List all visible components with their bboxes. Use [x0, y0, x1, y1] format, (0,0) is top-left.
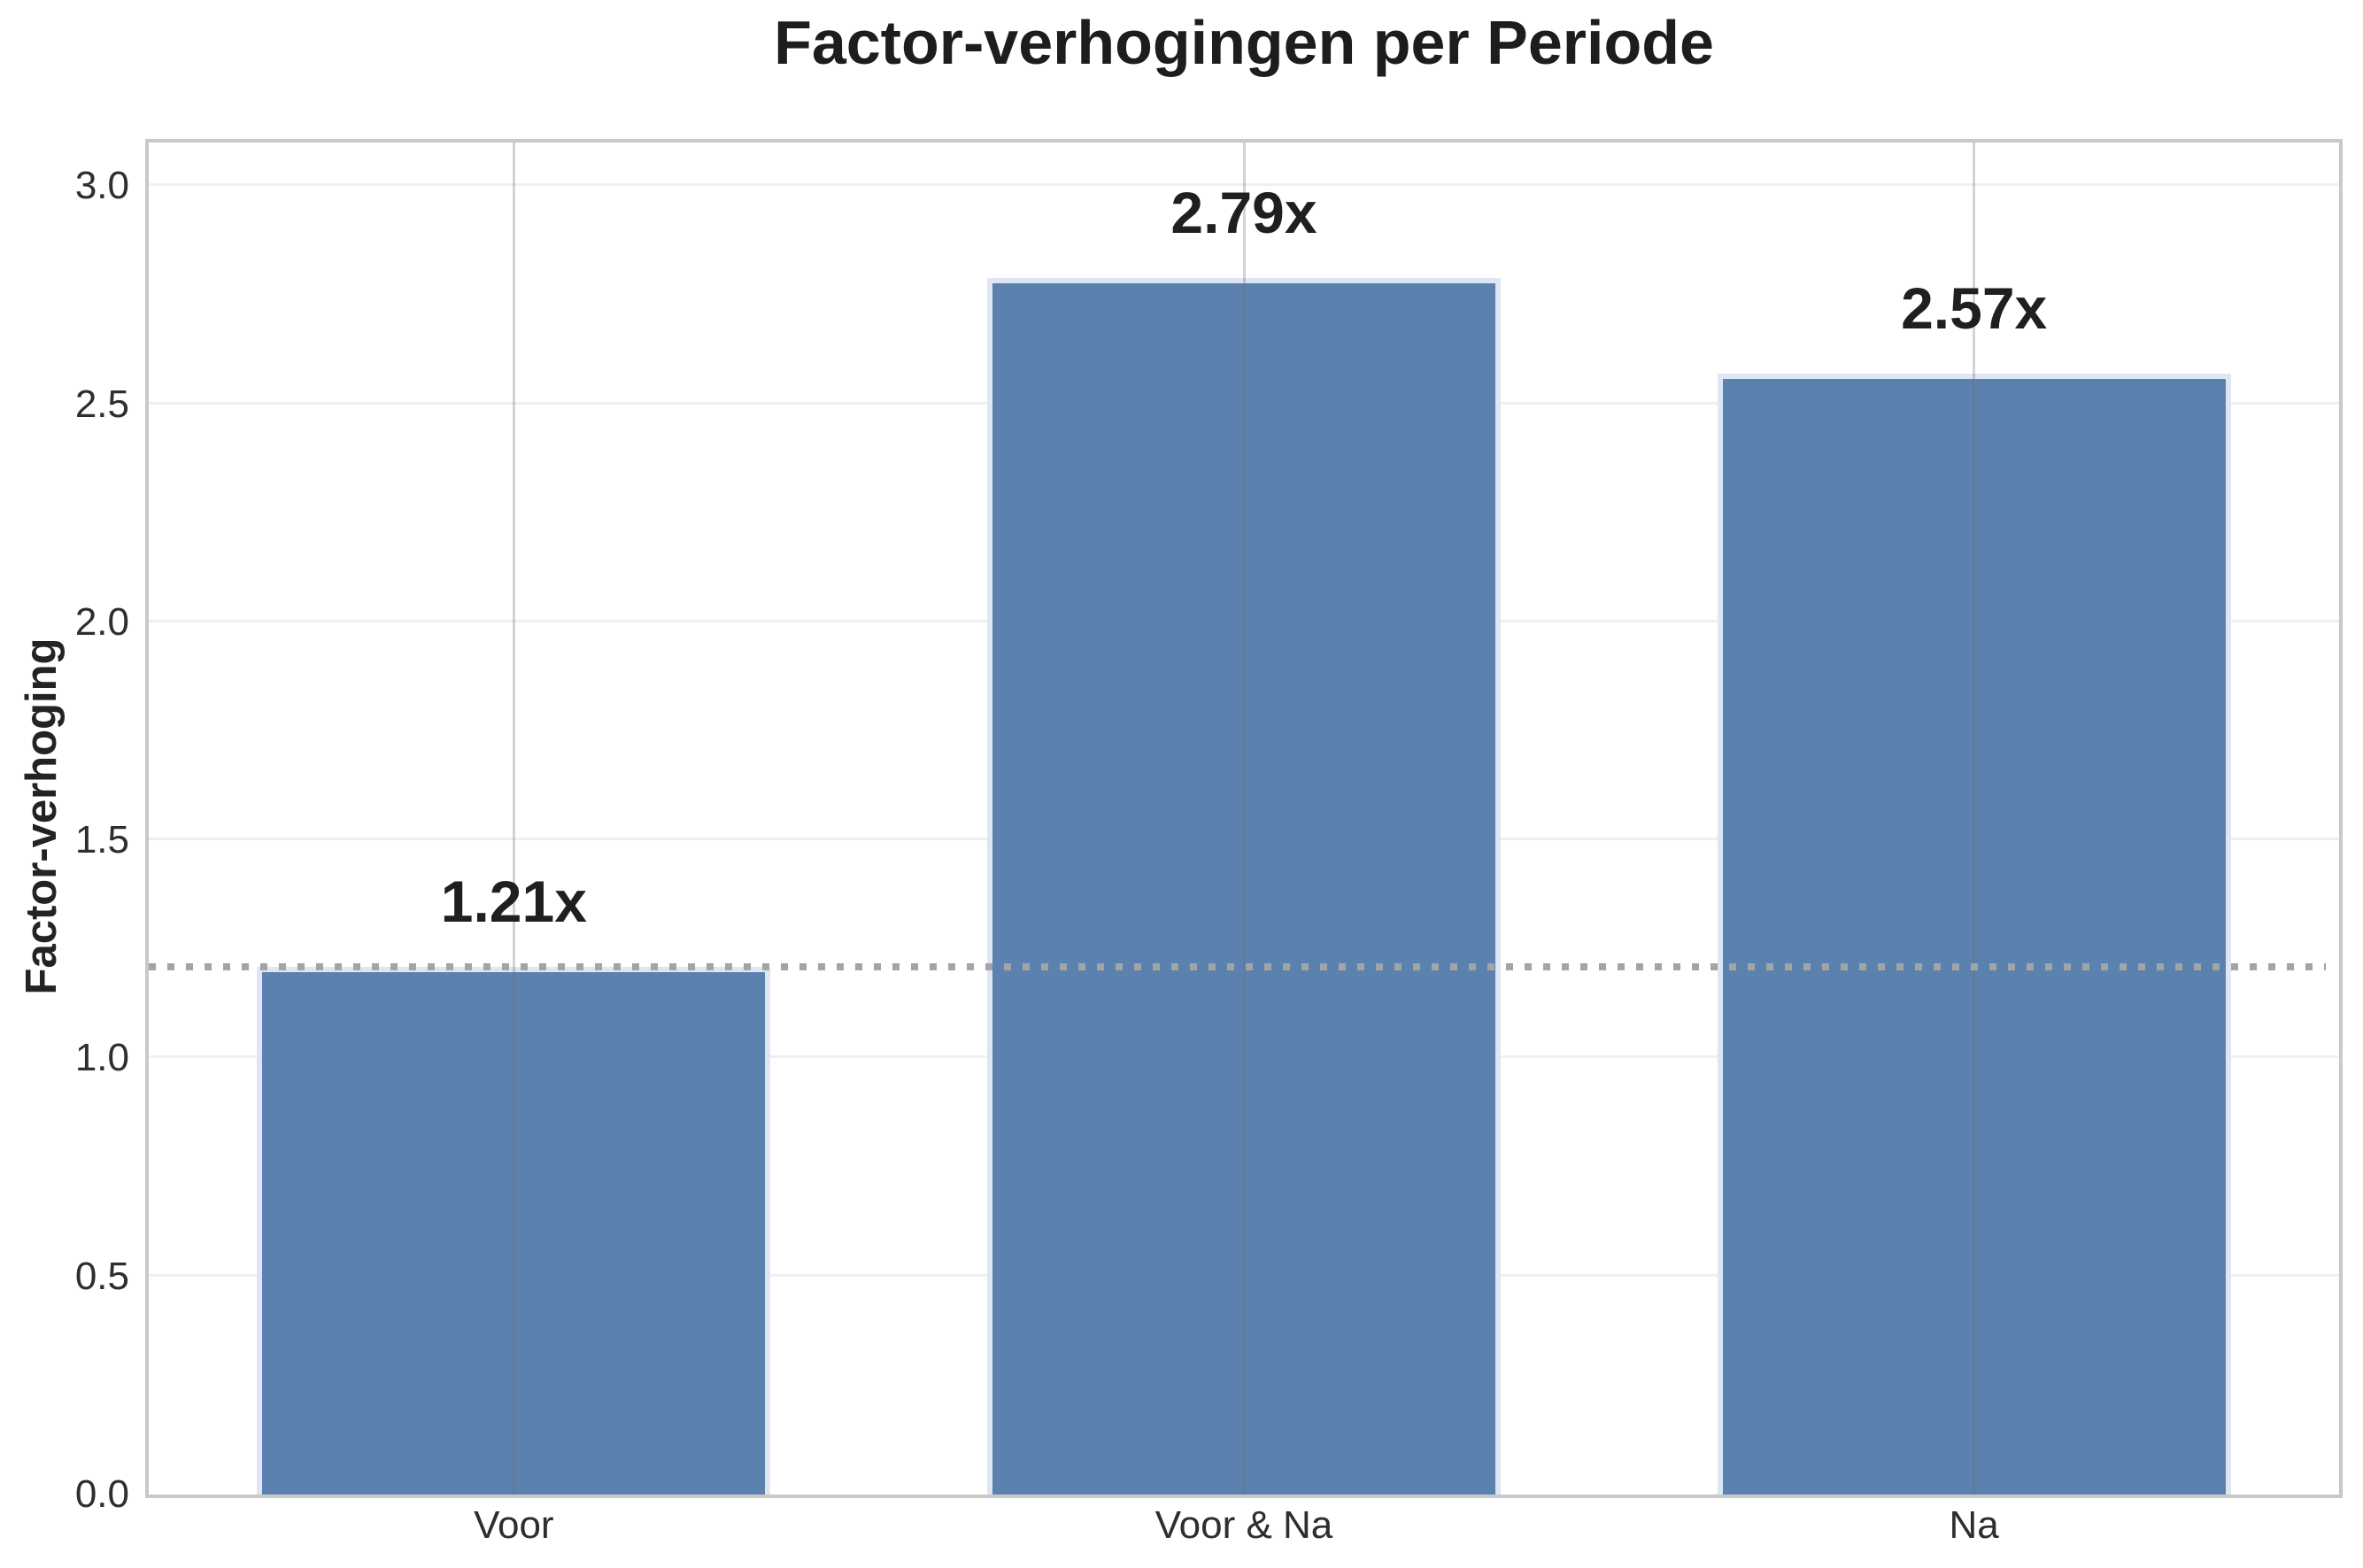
y-tick-label: 0.0: [74, 1472, 129, 1516]
y-tick-label: 3.0: [74, 164, 129, 208]
y-tick-label: 2.5: [74, 382, 129, 426]
bar-voor-na: [987, 277, 1501, 1495]
reference-line: [149, 962, 2327, 970]
bar-value-label: 2.57x: [1901, 275, 2048, 342]
y-tick-label: 1.0: [74, 1036, 129, 1080]
x-tick-label: Na: [1949, 1503, 1999, 1547]
x-tick-label: Voor: [474, 1503, 554, 1547]
grid-line-vertical: [1973, 143, 1976, 1495]
chart-title: Factor-verhogingen per Periode: [774, 8, 1714, 77]
grid-line-vertical: [512, 143, 515, 1495]
y-axis-tick-labels: 0.0 0.5 1.0 1.5 2.0 2.5 3.0: [0, 143, 133, 1516]
grid-line-vertical: [1242, 143, 1246, 1495]
bar-na: [1717, 374, 2231, 1495]
x-axis-tick-labels: Voor Voor & Na Na: [149, 1503, 2339, 1556]
bar-value-label: 2.79x: [1170, 179, 1317, 245]
y-tick-label: 2.0: [74, 599, 129, 644]
plot-area: 1.21x 2.79x 2.57x: [145, 139, 2343, 1498]
y-tick-label: 1.5: [74, 818, 129, 862]
x-tick-label: Voor & Na: [1154, 1503, 1333, 1547]
grid-line-horizontal: [149, 183, 2339, 187]
bar-value-label: 1.21x: [440, 868, 587, 934]
y-tick-label: 0.5: [74, 1254, 129, 1298]
